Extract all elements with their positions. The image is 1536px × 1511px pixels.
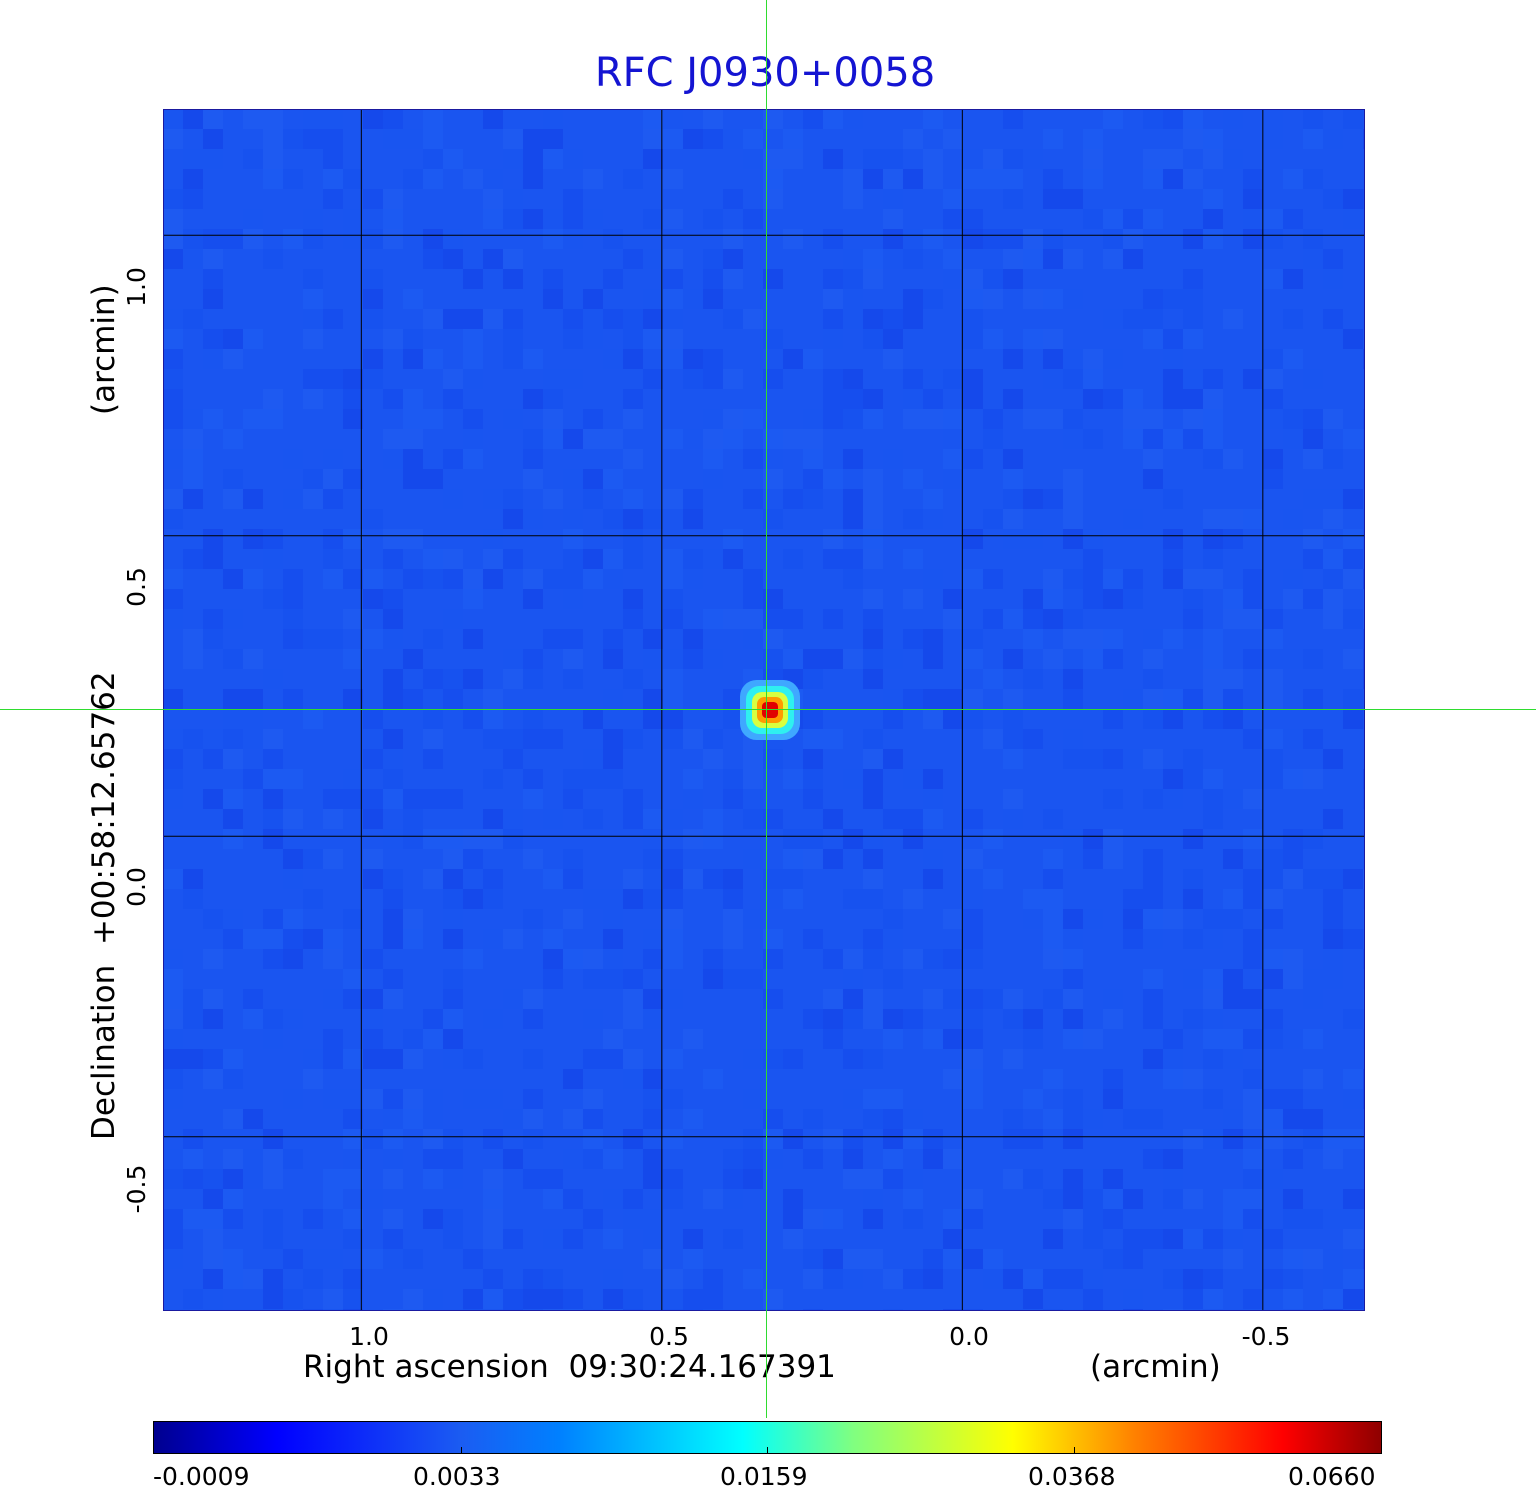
y-axis-label: Declination +00:58:12.65762 (86, 671, 122, 1140)
source-peak-level-4 (762, 702, 779, 718)
y-axis-unit: (arcmin) (86, 284, 122, 415)
x-tick-label: 1.0 (349, 1322, 389, 1351)
chart-title: RFC J0930+0058 (594, 50, 936, 96)
y-tick-label: -0.5 (122, 1164, 151, 1214)
x-tick-label: -0.5 (1241, 1322, 1291, 1351)
colorbar-label: 0.0368 (1028, 1462, 1116, 1491)
y-tick-label: 1.0 (122, 267, 151, 307)
x-axis-label: Right ascension 09:30:24.167391 (303, 1349, 836, 1385)
y-tick-label: 0.5 (122, 567, 151, 607)
x-tick-label: 0.0 (949, 1322, 989, 1351)
colorbar-tick (767, 1447, 768, 1453)
radio-image (163, 109, 1365, 1311)
x-axis-unit: (arcmin) (1090, 1349, 1221, 1385)
y-tick-label: 0.0 (122, 867, 151, 907)
crosshair-vertical (766, 0, 767, 1418)
colorbar-label: -0.0009 (153, 1462, 250, 1491)
colorbar-tick (461, 1447, 462, 1453)
noise-texture (163, 109, 1365, 1311)
colorbar-tick (1074, 1447, 1075, 1453)
colorbar-label: 0.0159 (720, 1462, 808, 1491)
x-tick-label: 0.5 (649, 1322, 689, 1351)
colorbar-label: 0.0660 (1288, 1462, 1376, 1491)
colorbar-label: 0.0033 (413, 1462, 501, 1491)
crosshair-horizontal (0, 709, 1536, 710)
